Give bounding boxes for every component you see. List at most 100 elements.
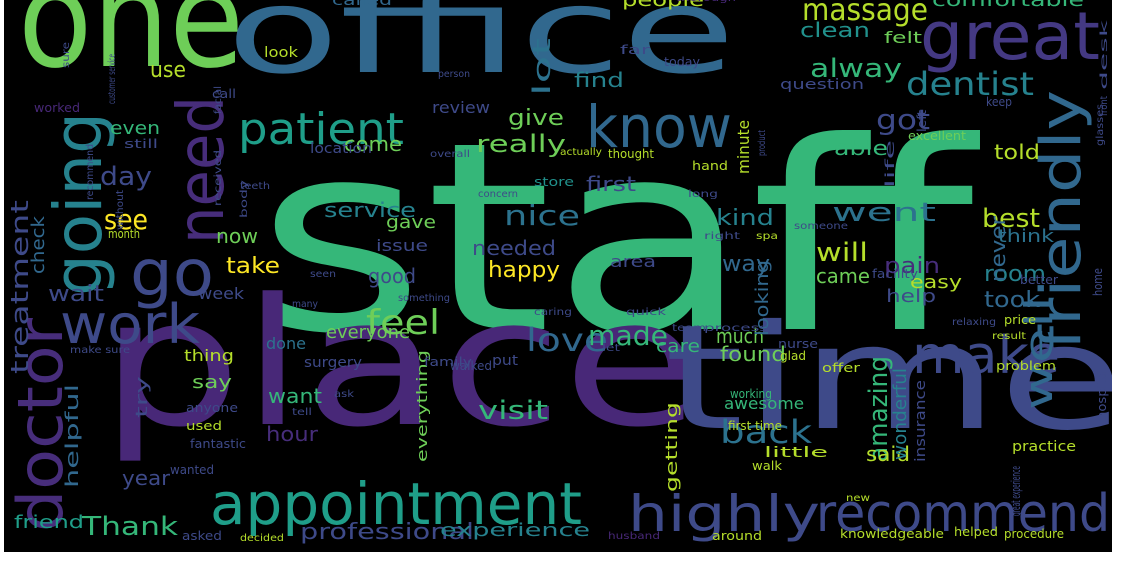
word-want: want — [268, 384, 323, 408]
word-person: person — [438, 69, 470, 80]
word-think: think — [998, 226, 1055, 247]
word-happy: happy — [488, 258, 560, 283]
word-give: give — [508, 106, 565, 131]
word-keep: keep — [986, 95, 1012, 109]
word-home: home — [1091, 267, 1105, 296]
word-worked: worked — [34, 101, 80, 115]
word-made: made — [588, 319, 668, 352]
word-told: told — [994, 140, 1041, 164]
word-found: found — [720, 342, 786, 366]
word-let: let — [602, 343, 621, 354]
word-room: room — [984, 262, 1046, 287]
word-experience: experience — [440, 520, 591, 541]
word-place: place — [100, 261, 700, 466]
word-life: life — [883, 139, 897, 188]
word-left: left — [915, 109, 929, 132]
word-month: month — [108, 227, 141, 241]
word-little: little — [764, 445, 829, 461]
word-teeth: teeth — [240, 181, 271, 192]
word-called: called — [332, 0, 393, 9]
word-desk: desk — [1099, 19, 1110, 90]
word-year: year — [122, 466, 171, 490]
word-hand: hand — [692, 159, 729, 173]
word-helpful: helpful — [62, 383, 83, 488]
word-kind: kind — [716, 206, 774, 231]
word-make-sure: make sure — [70, 345, 131, 356]
word-customer-service: customer service — [107, 53, 118, 104]
word-far: far — [620, 43, 650, 57]
word-practice: practice — [1012, 439, 1077, 455]
word-love: love — [526, 321, 608, 359]
word-even: even — [110, 118, 161, 139]
word-look: look — [264, 45, 299, 61]
word-body: body — [239, 180, 250, 218]
word-appointment: appointment — [210, 470, 582, 538]
word-one: one — [18, 0, 244, 99]
word-walk: walk — [752, 459, 783, 473]
word-relaxing: relaxing — [952, 317, 997, 328]
word-back: back — [720, 413, 813, 451]
word-thorough: thorough — [676, 0, 736, 4]
word-wanted: wanted — [170, 463, 214, 477]
word-going: going — [40, 112, 117, 296]
word-anyone: anyone — [186, 401, 238, 415]
word-take: take — [226, 254, 280, 279]
word-review: review — [432, 98, 491, 117]
word-lot: lot — [528, 38, 556, 96]
word-felt: felt — [884, 28, 922, 47]
word-thought: thought — [608, 147, 655, 161]
word-used: used — [186, 419, 222, 433]
word-problem: problem — [996, 359, 1056, 373]
word-first: first — [586, 172, 637, 196]
word-working: working — [730, 387, 772, 401]
word-store: store — [534, 175, 575, 189]
word-new: new — [846, 493, 871, 504]
word-asked: asked — [182, 529, 222, 543]
word-know: know — [586, 93, 732, 161]
word-fantastic: fantastic — [190, 437, 246, 451]
word-wait: wait — [48, 282, 105, 307]
word-ask: ask — [334, 389, 355, 400]
word-insurance: insurance — [913, 379, 929, 462]
word-nurse: nurse — [778, 337, 818, 351]
word-go: go — [130, 237, 215, 311]
word-find: find — [574, 68, 625, 92]
word-tell: tell — [292, 407, 313, 418]
word-actually: actually — [560, 147, 602, 158]
word-good: good — [368, 264, 416, 288]
word-question: question — [780, 77, 865, 93]
word-excellent: excellent — [908, 129, 966, 143]
word-day: day — [100, 162, 152, 192]
word-great: great — [920, 0, 1100, 75]
word-gave: gave — [386, 212, 437, 233]
word-husband: husband — [608, 531, 661, 542]
word-hospital: hospital — [1095, 367, 1109, 420]
word-offer: offer — [822, 361, 860, 375]
word-staff: staff — [256, 86, 974, 391]
word-said: said — [866, 442, 911, 466]
word-visit: visit — [478, 396, 549, 426]
word-use: use — [150, 58, 186, 83]
word-week: week — [198, 284, 244, 303]
word-right: right — [704, 231, 741, 242]
word-location: location — [310, 141, 373, 157]
word-clean: clean — [800, 18, 870, 42]
word-everyone: everyone — [326, 322, 411, 343]
word-received: received — [213, 149, 224, 206]
word-awesome: awesome — [724, 394, 805, 413]
word-comfortable: comfortable — [932, 0, 1084, 11]
word-much: much — [716, 324, 765, 348]
word-help: help — [886, 286, 937, 307]
word-people: people — [622, 0, 705, 11]
word-knowledgeable: knowledgeable — [840, 527, 944, 541]
word-glad: glad — [780, 349, 806, 363]
word-come: come — [344, 132, 403, 156]
word-issue: issue — [376, 236, 429, 255]
word-surgery: surgery — [304, 355, 363, 371]
word-put: put — [492, 353, 518, 369]
word-got: got — [876, 103, 931, 136]
word-wonderful: wonderful — [890, 367, 911, 460]
word-professional: professional — [300, 520, 474, 545]
word-try: try — [132, 376, 151, 418]
word-work: work — [60, 293, 200, 356]
